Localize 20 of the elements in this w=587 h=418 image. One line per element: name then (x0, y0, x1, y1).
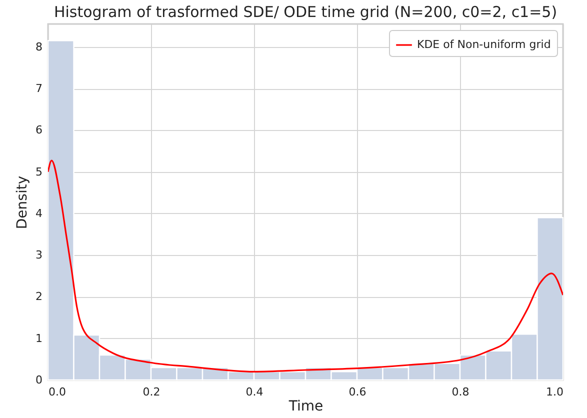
y-tick-label: 4 (36, 206, 42, 220)
y-tick-label: 6 (36, 124, 42, 137)
y-tick-label: 0 (36, 374, 42, 386)
legend-label: KDE of Non-uniform grid (417, 38, 551, 51)
x-tick-label: 0.0 (48, 386, 66, 398)
x-tick-label: 1.0 (546, 386, 564, 398)
chart-title: Histogram of trasformed SDE/ ODE time grid (N=200, c0=2, c1=5) (54, 3, 558, 21)
x-tick-label: 0.6 (348, 386, 366, 398)
y-tick-label: 8 (36, 40, 42, 54)
y-axis-title: Density (14, 176, 30, 230)
y-tick-label: 7 (36, 82, 42, 96)
x-tick-label: 0.2 (142, 386, 160, 398)
line-series (48, 160, 563, 372)
y-tick-label: 2 (36, 290, 42, 304)
x-tick-label: 0.8 (452, 386, 470, 398)
y-tick-label: 1 (36, 332, 42, 345)
y-tick-label: 5 (36, 165, 42, 178)
x-axis-title: Time (288, 398, 324, 414)
x-tick-label: 0.4 (246, 386, 264, 398)
y-tick-label: 3 (36, 248, 42, 262)
